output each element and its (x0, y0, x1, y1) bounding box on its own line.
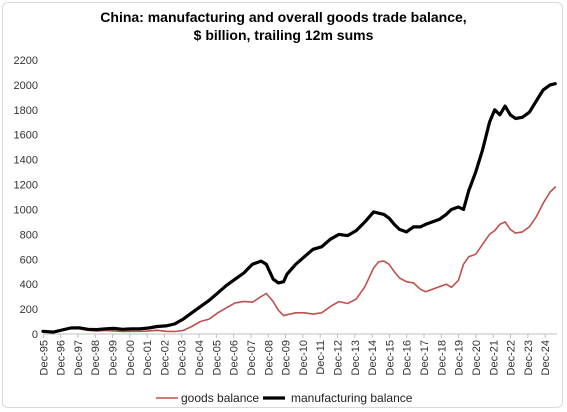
chart-title: China: manufacturing and overall goods t… (100, 9, 467, 25)
y-tick-label: 1400 (14, 155, 38, 167)
x-tick-label: Dec-22 (506, 340, 518, 375)
x-tick-label: Dec-03 (177, 340, 189, 375)
x-tick-label: Dec-10 (298, 340, 310, 375)
x-tick-label: Dec-12 (332, 340, 344, 375)
x-tick-label: Dec-08 (263, 340, 275, 375)
x-tick-label: Dec-11 (315, 340, 327, 375)
x-tick-label: Dec-21 (488, 340, 500, 375)
x-tick-label: Dec-01 (142, 340, 154, 375)
y-tick-label: 1000 (14, 204, 38, 216)
y-tick-label: 2000 (14, 80, 38, 92)
x-tick-label: Dec-95 (38, 340, 50, 375)
y-tick-label: 800 (20, 229, 38, 241)
x-tick-label: Dec-00 (125, 340, 137, 375)
x-tick-label: Dec-09 (281, 340, 293, 375)
x-tick-label: Dec-98 (90, 340, 102, 375)
x-tick-label: Dec-15 (384, 340, 396, 375)
y-tick-label: 600 (20, 254, 38, 266)
legend-manufacturing-balance-label: manufacturing balance (291, 391, 413, 405)
x-tick-label: Dec-16 (402, 340, 414, 375)
x-tick-label: Dec-24 (540, 340, 552, 375)
x-tick-label: Dec-04 (194, 340, 206, 375)
x-tick-label: Dec-17 (419, 340, 431, 375)
x-tick-label: Dec-18 (436, 340, 448, 375)
x-tick-label: Dec-13 (350, 340, 362, 375)
goods-balance-line (42, 186, 557, 333)
y-tick-label: 1800 (14, 105, 38, 117)
x-tick-label: Dec-02 (159, 340, 171, 375)
x-tick-label: Dec-99 (108, 340, 120, 375)
y-tick-label: 200 (20, 304, 38, 316)
y-tick-label: 1200 (14, 180, 38, 192)
x-tick-label: Dec-97 (73, 340, 85, 375)
x-tick-label: Dec-23 (523, 340, 535, 375)
legend-goods-balance-label: goods balance (181, 391, 259, 405)
x-tick-label: Dec-05 (211, 340, 223, 375)
chart-frame (2, 2, 563, 408)
y-tick-label: 2200 (14, 55, 38, 67)
y-tick-label: 1600 (14, 130, 38, 142)
y-tick-label: 400 (20, 279, 38, 291)
manufacturing-balance-line (41, 82, 557, 334)
x-tick-label: Dec-14 (367, 340, 379, 375)
y-tick-label: 0 (32, 329, 38, 341)
x-tick-label: Dec-07 (246, 340, 258, 375)
series-group (41, 82, 557, 334)
y-axis: 0 200 400 600 800 1000 1200 1400 1600 1800 2000 220… (14, 55, 38, 341)
x-tick-label: Dec-96 (56, 340, 68, 375)
x-tick-label: Dec-20 (471, 340, 483, 375)
x-tick-label: Dec-06 (229, 340, 241, 375)
legend: goods balance manufacturing balance (156, 391, 413, 405)
x-tick-label: Dec-19 (454, 340, 466, 375)
chart-subtitle: $ billion, trailing 12m sums (193, 27, 374, 43)
x-axis: Dec-95 Dec-96 Dec-97 Dec-98 Dec-99 Dec-00 Dec-… (38, 334, 552, 375)
